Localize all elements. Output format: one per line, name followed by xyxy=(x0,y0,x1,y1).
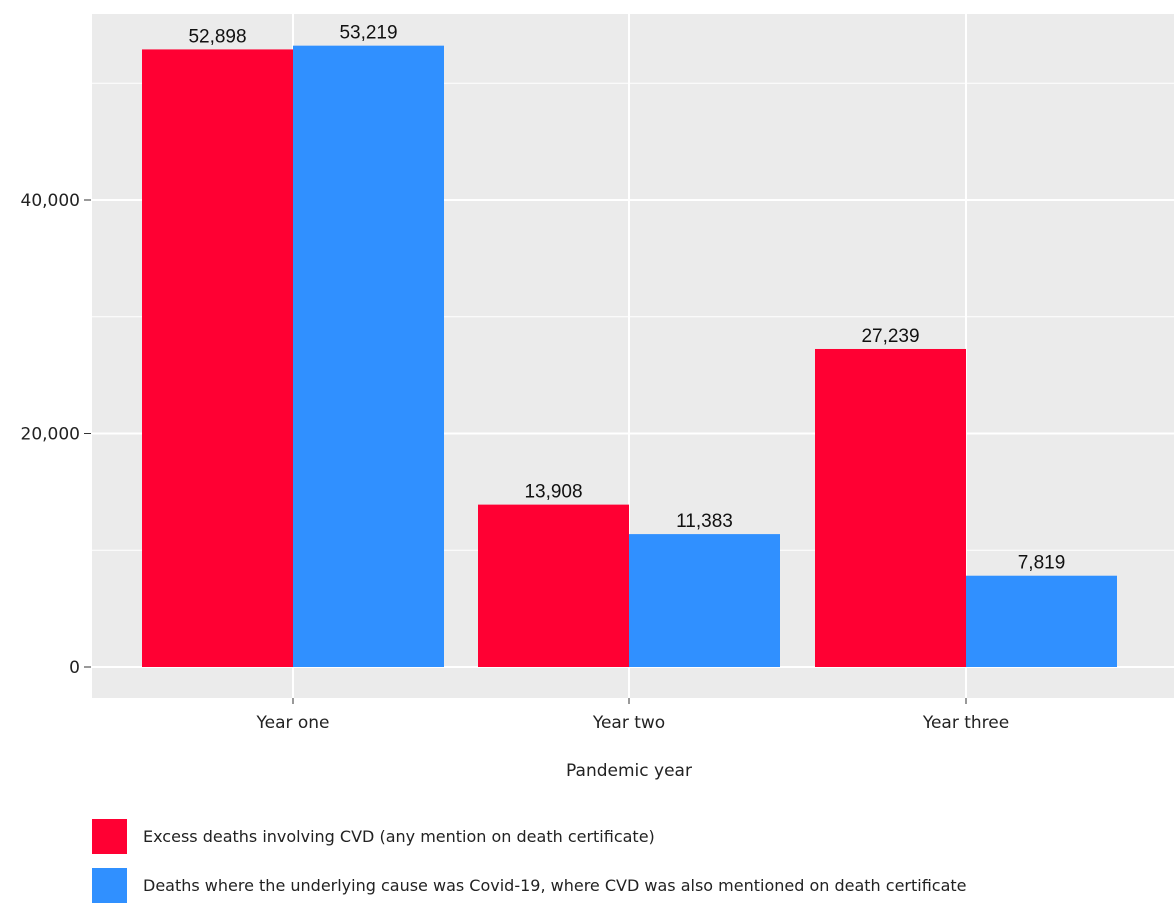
legend-label: Deaths where the underlying cause was Co… xyxy=(143,875,967,895)
data-label: 13,908 xyxy=(524,482,582,503)
data-label: 53,219 xyxy=(339,23,397,44)
data-label: 27,239 xyxy=(861,326,919,347)
legend-swatch-blue xyxy=(92,867,127,903)
data-labels: 52,898 13,908 27,239 53,219 11,383 7,819 xyxy=(188,23,1065,574)
bar xyxy=(478,504,629,667)
bar xyxy=(966,575,1117,667)
legend: Excess deaths involving CVD (any mention… xyxy=(92,818,967,916)
y-tick-label: 20,000 xyxy=(21,425,80,445)
data-label: 52,898 xyxy=(188,26,246,47)
x-tick-label: Year two xyxy=(592,713,665,733)
x-tick-label: Year one xyxy=(255,713,329,733)
bar-chart: 52,898 13,908 27,239 53,219 11,383 7,819 0 20,… xyxy=(21,14,1174,781)
x-tick-label: Year three xyxy=(922,713,1009,733)
bars xyxy=(142,45,1117,668)
legend-item-excess-cvd: Excess deaths involving CVD (any mention… xyxy=(92,818,967,854)
data-label: 7,819 xyxy=(1018,553,1066,574)
bar xyxy=(293,45,444,668)
y-tick-label: 40,000 xyxy=(21,191,80,211)
bar xyxy=(142,49,293,668)
bar xyxy=(815,348,966,667)
legend-label: Excess deaths involving CVD (any mention… xyxy=(143,826,655,846)
legend-item-covid-cvd: Deaths where the underlying cause was Co… xyxy=(92,867,967,903)
data-label: 11,383 xyxy=(676,511,733,532)
x-axis-title: Pandemic year xyxy=(566,761,692,781)
bar xyxy=(629,534,780,667)
y-axis-ticks: 0 20,000 40,000 xyxy=(21,191,91,678)
x-axis-ticks: Year one Year two Year three xyxy=(255,698,1009,733)
legend-swatch-red xyxy=(92,818,127,854)
y-tick-label: 0 xyxy=(69,658,80,678)
